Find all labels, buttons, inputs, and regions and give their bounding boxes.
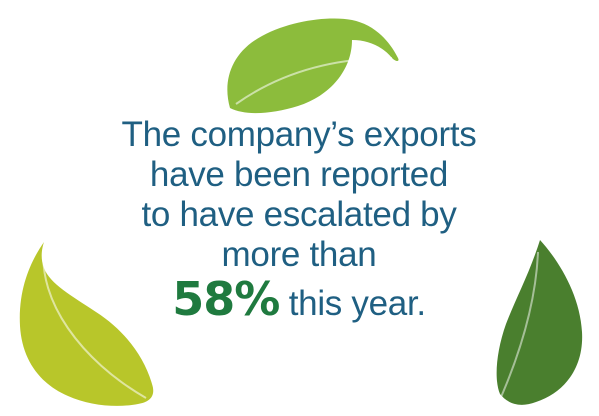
message-line-2: have been reported <box>149 155 449 194</box>
message-line-4: more than <box>221 235 377 274</box>
left-leaf-icon <box>19 242 154 406</box>
highlight-line: 58% this year. <box>99 275 499 328</box>
highlight-tail-text: this year. <box>288 284 426 323</box>
top-leaf-icon <box>227 18 399 114</box>
statistic-message: The company’s exports have been reported… <box>99 115 499 328</box>
right-leaf-icon <box>496 240 583 405</box>
highlight-percentage: 58% <box>172 272 280 326</box>
message-line-1: The company’s exports <box>121 115 477 154</box>
message-line-3: to have escalated by <box>141 195 457 234</box>
